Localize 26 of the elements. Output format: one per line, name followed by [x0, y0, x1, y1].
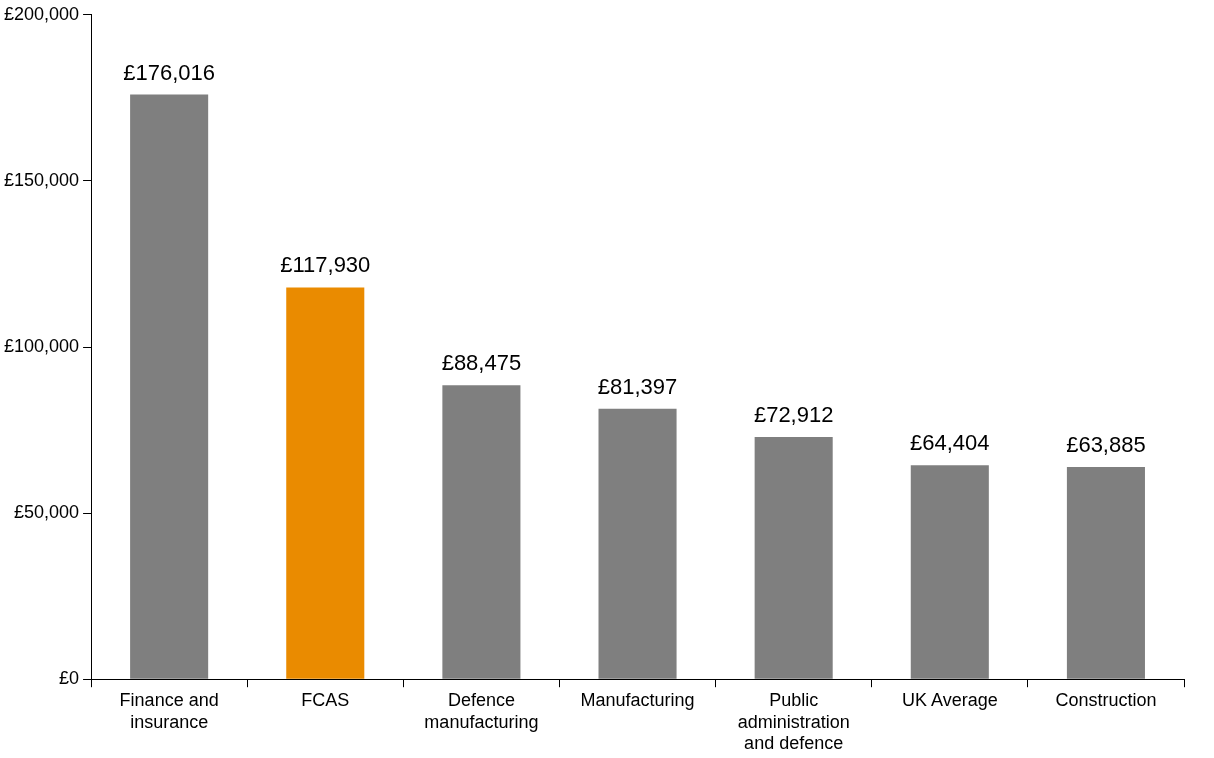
x-tick-label: Finance and insurance	[119, 689, 219, 732]
bar	[442, 385, 521, 679]
y-tick-label: £200,000	[4, 3, 80, 24]
y-tick-label: £0	[59, 668, 80, 689]
x-tick-label: Manufacturing	[580, 689, 695, 710]
x-tick-label: FCAS	[301, 689, 350, 710]
x-tick-label: Defence manufacturing	[424, 689, 539, 732]
data-label: £81,397	[597, 373, 678, 399]
data-label: £176,016	[123, 59, 216, 85]
bar	[910, 465, 989, 679]
data-label: £63,885	[1066, 432, 1146, 458]
y-tick-label: £50,000	[14, 502, 80, 523]
y-tick-label: £150,000	[4, 169, 80, 190]
data-label: £72,912	[753, 402, 834, 428]
x-tick-label: Construction	[1055, 689, 1157, 710]
bar	[598, 408, 677, 679]
bar	[754, 436, 833, 679]
y-tick-label: £100,000	[4, 335, 80, 356]
x-tick-label: Public administration and defence	[737, 689, 850, 754]
data-label: £117,930	[280, 252, 371, 278]
data-label: £88,475	[441, 350, 522, 376]
bar	[286, 287, 365, 679]
bar	[130, 94, 209, 679]
data-label: £64,404	[910, 430, 990, 456]
bar	[1066, 466, 1145, 679]
x-tick-label: UK Average	[901, 689, 998, 710]
